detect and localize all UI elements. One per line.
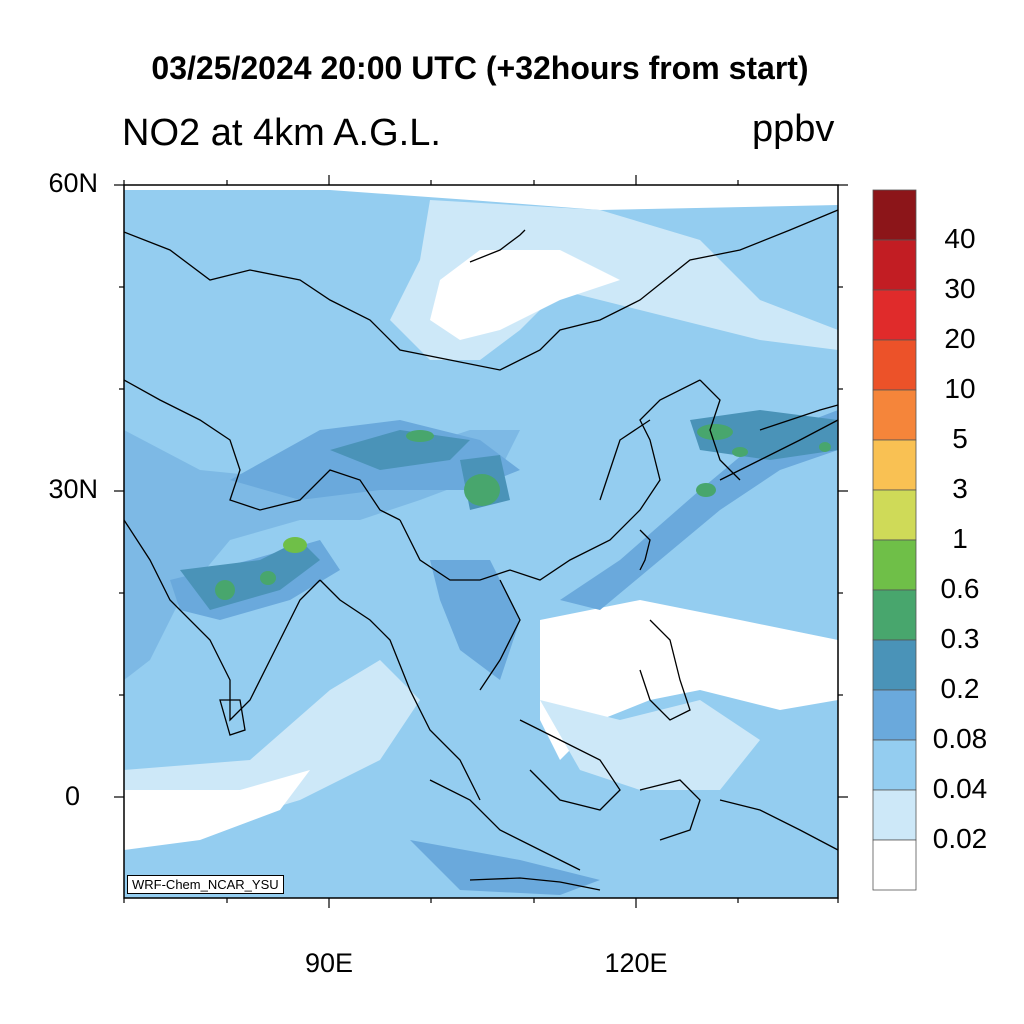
lon-label-120e: 120E: [604, 948, 668, 978]
model-credit: WRF-Chem_NCAR_YSU: [127, 875, 284, 894]
colorbar-box: [872, 689, 917, 741]
colorbar-box: [872, 739, 917, 791]
colorbar-box: [872, 289, 917, 341]
colorbar-tick-label: 5: [952, 423, 968, 454]
colorbar-box: [872, 589, 917, 641]
map-title: 03/25/2024 20:00 UTC (+32hours from star…: [151, 50, 809, 86]
colorbar-box: [872, 789, 917, 841]
colorbar-tick-label: 0.02: [932, 823, 988, 854]
lat-label-60n: 60N: [48, 168, 98, 198]
colorbar-tick-label: 0.08: [932, 723, 988, 754]
concentration-field: [124, 185, 838, 898]
colorbar-tick-label: 3: [952, 473, 968, 504]
colorbar-tick-label: 0.6: [940, 573, 980, 604]
colorbar-box: [872, 189, 917, 241]
colorbar-box: [872, 439, 917, 491]
colorbar-tick-label: 0.04: [932, 773, 988, 804]
colorbar-tick-label: 0.3: [940, 623, 980, 654]
colorbar-box: [872, 539, 917, 591]
axis-ticks: [114, 175, 848, 908]
colorbar-box: [872, 389, 917, 441]
colorbar-tick-label: 20: [944, 323, 976, 354]
colorbar-box: [872, 489, 917, 541]
variable-label: NO2 at 4km A.G.L.: [122, 112, 441, 154]
colorbar-tick-label: 40: [944, 223, 976, 254]
lon-label-90e: 90E: [304, 948, 354, 978]
colorbar: [872, 189, 917, 891]
lat-label-0: 0: [64, 781, 80, 811]
units-label: ppbv: [752, 108, 835, 150]
colorbar-tick-label: 30: [944, 273, 976, 304]
colorbar-box: [872, 339, 917, 391]
colorbar-tick-label: 10: [944, 373, 976, 404]
colorbar-box: [872, 639, 917, 691]
colorbar-box: [872, 239, 917, 291]
coastlines: [123, 209, 839, 891]
map-frame: [123, 184, 839, 899]
colorbar-box: [872, 839, 917, 891]
lat-label-30n: 30N: [48, 474, 98, 504]
colorbar-tick-label: 0.2: [940, 673, 980, 704]
colorbar-tick-label: 1: [952, 523, 968, 554]
